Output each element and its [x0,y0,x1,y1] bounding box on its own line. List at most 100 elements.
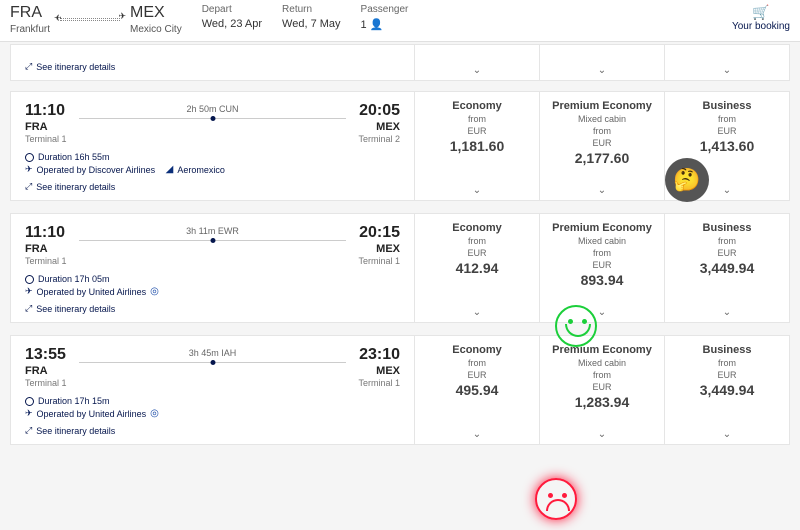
fare-sub: Mixed cabin [544,236,660,246]
passenger-label: Passenger [361,4,409,15]
fare-cell-business[interactable]: Business from EUR 3,449.94 ⌄ [664,336,789,444]
fare-cell[interactable]: ⌄ [414,45,539,80]
dest-city: Mexico City [130,24,182,35]
arrival-time: 23:10 [358,346,400,364]
flight-card: 13:55 FRA Terminal 1 3h 45m IAH 23:10 ME… [10,335,790,445]
fare-cell-premium[interactable]: Premium Economy Mixed cabin from EUR 2,1… [539,92,664,200]
chevron-down-icon: ⌄ [544,423,660,440]
your-booking-button[interactable]: 🛒 Your booking [732,4,790,32]
arrival-airport: MEX [358,243,400,255]
fare-class: Premium Economy [544,222,660,234]
fare-class: Business [669,100,785,112]
chevron-down-icon: ⌄ [669,301,785,318]
fare-cell-economy[interactable]: Economy from EUR 1,181.60 ⌄ [414,92,539,200]
departure-airport: FRA [25,365,67,377]
fare-class: Economy [419,222,535,234]
departure-time: 13:55 [25,346,67,364]
fare-currency: EUR [669,370,785,380]
fare-cell-business[interactable]: Business from EUR 1,413.60 ⌄ [664,92,789,200]
fare-price: 1,413.60 [669,138,785,154]
arrival-airport: MEX [358,121,400,133]
itinerary-details-link[interactable]: ⤢ See itinerary details [25,61,400,72]
duration-text: Duration 17h 15m [38,396,110,406]
fare-class: Premium Economy [544,100,660,112]
return-column[interactable]: Return Wed, 7 May [282,4,341,30]
flight-info: 13:55 FRA Terminal 1 3h 45m IAH 23:10 ME… [11,336,414,444]
fare-grid: Economy from EUR 495.94 ⌄ Premium Econom… [414,336,789,444]
fare-currency: EUR [419,248,535,258]
route-summary[interactable]: FRA Frankfurt MEX Mexico City [10,4,182,35]
fare-cell-business[interactable]: Business from EUR 3,449.94 ⌄ [664,214,789,322]
expand-icon: ⤢ [25,181,32,192]
cart-icon: 🛒 [732,4,790,21]
itinerary-details-link[interactable]: ⤢ See itinerary details [25,425,400,436]
route-direction-icon [58,18,122,21]
departure-time: 11:10 [25,224,67,242]
depart-label: Depart [202,4,262,15]
departure-terminal: Terminal 1 [25,378,67,388]
passenger-column[interactable]: Passenger 1 👤 [361,4,409,31]
fare-class: Business [669,222,785,234]
itinerary-details-link[interactable]: ⤢ See itinerary details [25,181,400,192]
fare-currency: EUR [419,126,535,136]
origin-city: Frankfurt [10,24,50,35]
departure-terminal: Terminal 1 [25,256,67,266]
departure-terminal: Terminal 1 [25,134,67,144]
depart-column[interactable]: Depart Wed, 23 Apr [202,4,262,30]
fare-from-label: from [544,126,660,136]
chevron-down-icon: ⌄ [669,423,785,440]
clock-icon [25,153,34,162]
united-logo-icon: ◎ [150,286,159,297]
duration-text: Duration 16h 55m [38,152,110,162]
united-logo-icon: ◎ [150,408,159,419]
fare-cell-premium[interactable]: Premium Economy Mixed cabin from EUR 1,2… [539,336,664,444]
chevron-down-icon: ⌄ [669,59,785,76]
clock-icon [25,397,34,406]
fare-from-label: from [544,370,660,380]
fare-price: 3,449.94 [669,260,785,276]
departure-time: 11:10 [25,102,67,120]
fare-from-label: from [419,236,535,246]
depart-date: Wed, 23 Apr [202,18,262,30]
flight-info: 11:10 FRA Terminal 1 2h 50m CUN 20:05 ME… [11,92,414,200]
clock-icon [25,275,34,284]
fare-sub: Mixed cabin [544,358,660,368]
flight-card: 11:10 FRA Terminal 1 3h 11m EWR 20:15 ME… [10,213,790,323]
search-header: FRA Frankfurt MEX Mexico City Depart Wed… [0,0,800,42]
plane-icon: ✈ [25,408,33,419]
return-label: Return [282,4,341,15]
fare-cell-economy[interactable]: Economy from EUR 412.94 ⌄ [414,214,539,322]
return-date: Wed, 7 May [282,18,341,30]
fare-price: 3,449.94 [669,382,785,398]
fare-from-label: from [544,248,660,258]
fare-cell-premium[interactable]: Premium Economy Mixed cabin from EUR 893… [539,214,664,322]
flight-info: 11:10 FRA Terminal 1 3h 11m EWR 20:15 ME… [11,214,414,322]
fare-price: 1,181.60 [419,138,535,154]
chevron-down-icon: ⌄ [669,179,785,196]
fare-cell-economy[interactable]: Economy from EUR 495.94 ⌄ [414,336,539,444]
expand-icon: ⤢ [25,425,32,436]
fare-class: Premium Economy [544,344,660,356]
arrival-terminal: Terminal 1 [358,378,400,388]
expand-icon: ⤢ [25,61,32,72]
flight-card: 11:10 FRA Terminal 1 2h 50m CUN 20:05 ME… [10,91,790,201]
arrival-time: 20:15 [358,224,400,242]
fare-price: 2,177.60 [544,150,660,166]
chevron-down-icon: ⌄ [419,59,535,76]
fare-cell[interactable]: ⌄ [664,45,789,80]
fare-cell[interactable]: ⌄ [539,45,664,80]
fare-from-label: from [669,358,785,368]
departure-airport: FRA [25,121,67,133]
fare-grid: Economy from EUR 412.94 ⌄ Premium Econom… [414,214,789,322]
fare-class: Business [669,344,785,356]
sad-face-sticker [535,478,577,520]
fare-class: Economy [419,100,535,112]
itinerary-details-link[interactable]: ⤢ See itinerary details [25,303,400,314]
stop-indicator: 3h 45m IAH [79,356,347,368]
fare-price: 1,283.94 [544,394,660,410]
stop-indicator: 2h 50m CUN [79,112,347,124]
plane-icon: ✈ [25,164,33,175]
fare-currency: EUR [544,138,660,148]
duration-text: Duration 17h 05m [38,274,110,284]
arrival-terminal: Terminal 1 [358,256,400,266]
